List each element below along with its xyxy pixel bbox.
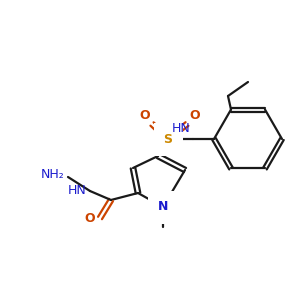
Text: O: O [139,109,150,122]
Text: HN: HN [171,122,190,135]
Text: O: O [84,212,95,224]
Text: HN: HN [67,183,86,197]
Text: N: N [158,201,168,214]
Text: S: S [164,133,173,145]
Text: NH₂: NH₂ [40,168,64,181]
Text: O: O [189,109,200,122]
